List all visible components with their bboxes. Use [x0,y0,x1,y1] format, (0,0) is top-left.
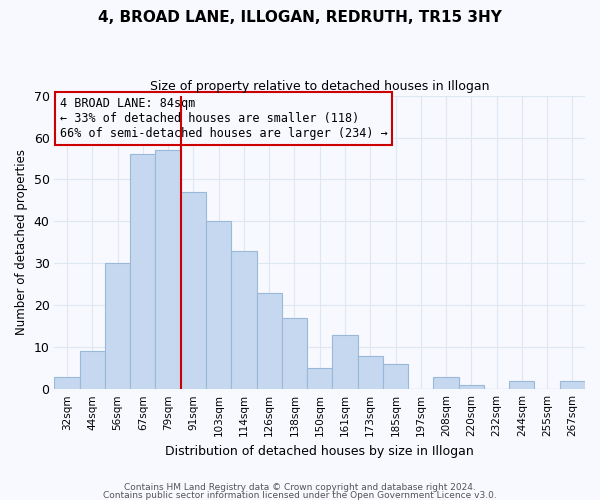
Bar [307,368,332,389]
Bar [358,356,383,389]
Text: Contains HM Land Registry data © Crown copyright and database right 2024.: Contains HM Land Registry data © Crown c… [124,484,476,492]
Bar [282,318,307,389]
Bar [383,364,408,389]
Bar [257,292,282,389]
X-axis label: Distribution of detached houses by size in Illogan: Distribution of detached houses by size … [166,444,474,458]
Text: 4 BROAD LANE: 84sqm
← 33% of detached houses are smaller (118)
66% of semi-detac: 4 BROAD LANE: 84sqm ← 33% of detached ho… [60,97,388,140]
Bar [55,376,80,389]
Bar [105,264,130,389]
Bar [560,381,585,389]
Text: Contains public sector information licensed under the Open Government Licence v3: Contains public sector information licen… [103,490,497,500]
Bar [231,251,257,389]
Bar [458,385,484,389]
Bar [130,154,155,389]
Bar [80,352,105,389]
Text: 4, BROAD LANE, ILLOGAN, REDRUTH, TR15 3HY: 4, BROAD LANE, ILLOGAN, REDRUTH, TR15 3H… [98,10,502,25]
Bar [332,334,358,389]
Bar [206,222,231,389]
Title: Size of property relative to detached houses in Illogan: Size of property relative to detached ho… [150,80,490,93]
Y-axis label: Number of detached properties: Number of detached properties [15,150,28,336]
Bar [509,381,535,389]
Bar [155,150,181,389]
Bar [181,192,206,389]
Bar [433,376,458,389]
